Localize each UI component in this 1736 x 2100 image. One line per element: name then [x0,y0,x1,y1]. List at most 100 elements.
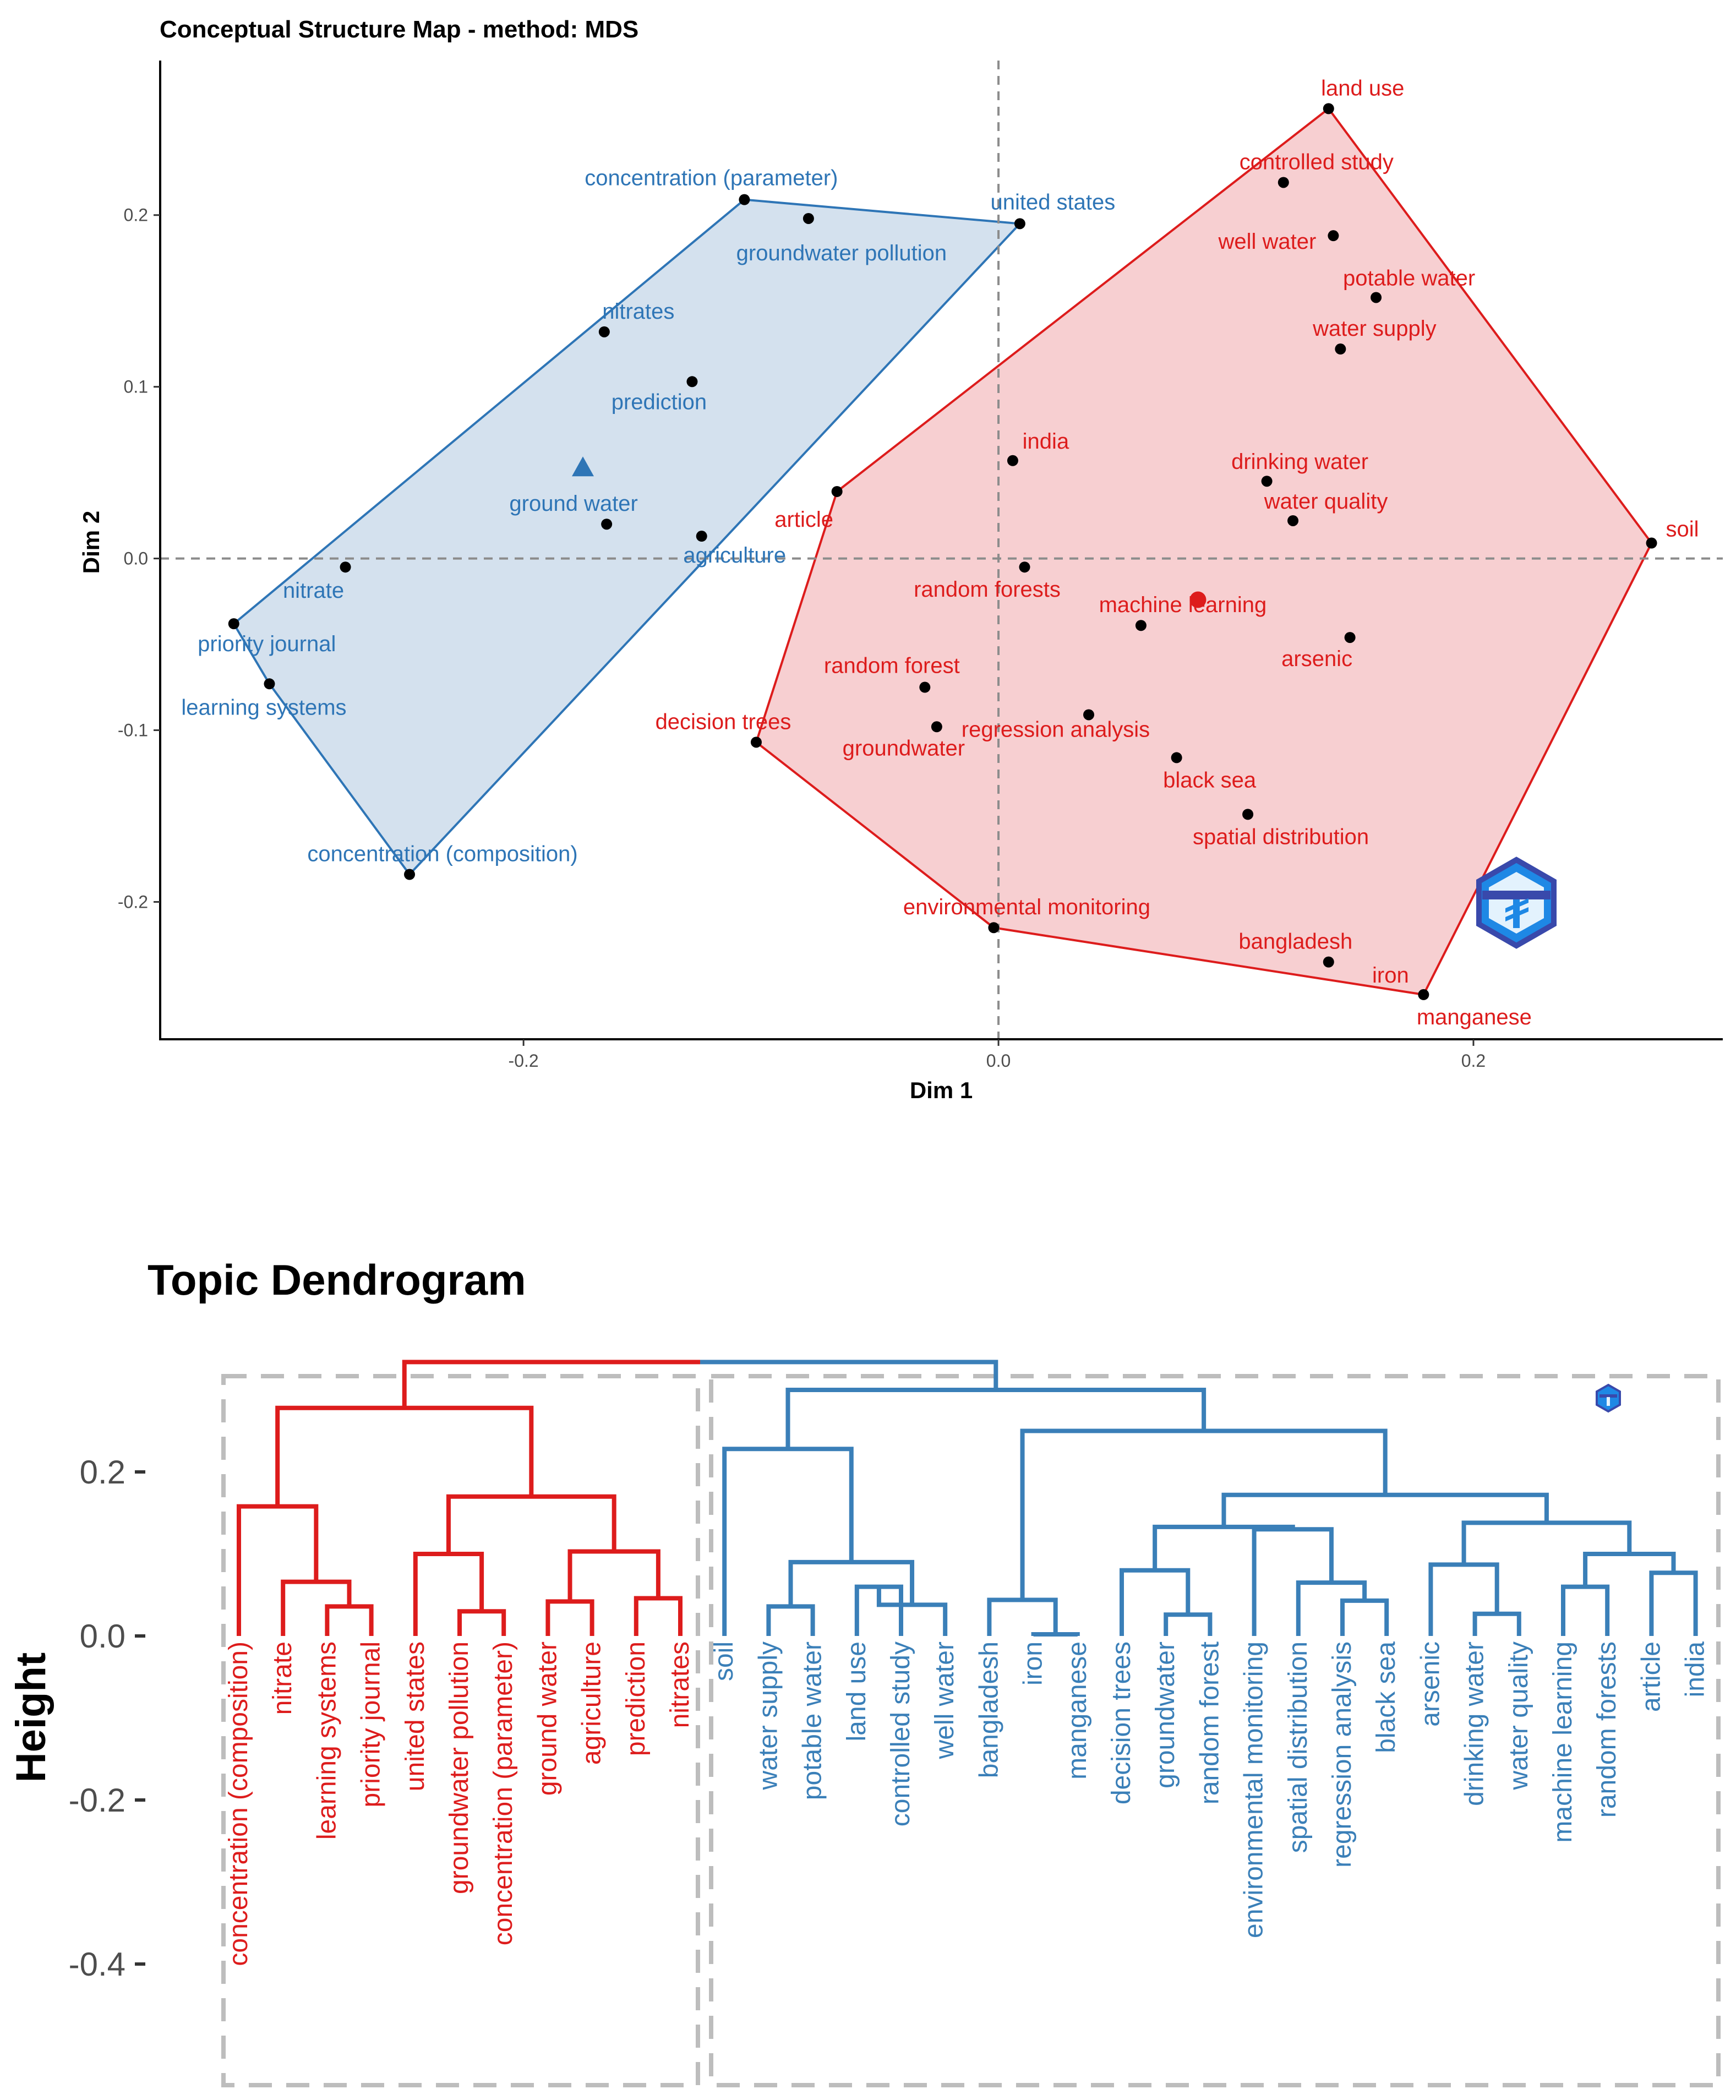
mds-label-soil: soil [1666,517,1699,542]
mds-label-controlled-study: controlled study [1240,150,1394,174]
mds-label-groundwater: groundwater [843,736,965,760]
mds-tick-labels: -0.2 0.0 0.2 0.2 0.1 0.0 -0.1 -0.2 [118,205,1486,1071]
mds-label-drinking-water: drinking water [1231,450,1368,474]
mds-point-ground-water [601,519,613,530]
mds-point-labels: concentration (parameter) groundwater pol… [181,76,1699,1029]
mds-point-united-states [1014,218,1025,230]
dendrogram-y-tick-label: 0.0 [80,1618,125,1655]
mds-label-random-forest: random forest [824,654,960,678]
dendrogram-leaf-article: article [1636,1641,1666,1712]
dendrogram-leaf-soil: soil [709,1641,739,1681]
dendrogram-leaf-agriculture: agriculture [577,1641,607,1765]
dendrogram-leaf-land-use: land use [842,1641,871,1741]
mds-y-tick-label: 0.1 [124,377,148,397]
mds-label-india: india [1023,429,1069,454]
mds-point-water-supply [1335,343,1346,355]
dendrogram-root-left [402,1360,701,1408]
dendrogram-leaf-manganese: manganese [1063,1641,1092,1780]
dendrogram-root-right [700,1360,998,1390]
bibliometrix-logo [1476,857,1557,949]
mds-label-iron: iron [1372,963,1409,988]
mds-label-learning-systems: learning systems [181,695,346,719]
dendrogram-y-tick-label: 0.2 [80,1454,125,1491]
dendrogram-leaf-well-water: well water [930,1641,959,1759]
mds-label-nitrates: nitrates [602,299,674,324]
mds-label-black-sea: black sea [1163,768,1257,792]
mds-point-potable-water [1371,292,1382,303]
dendrogram-title: Topic Dendrogram [148,1256,526,1304]
dendrogram-leaf-regression-analysis: regression analysis [1328,1641,1357,1868]
dendrogram-leaf-arsenic: arsenic [1416,1641,1445,1727]
mds-point-agriculture [696,531,707,542]
mds-label-ground-water: ground water [509,492,637,516]
mds-point-well-water [1328,230,1339,242]
dendrogram-leaf-random-forests: random forests [1592,1641,1622,1818]
dendrogram-leaf-groundwater-pollution: groundwater pollution [445,1641,474,1894]
mds-title: Conceptual Structure Map - method: MDS [160,16,638,43]
mds-label-water-supply: water supply [1312,317,1437,341]
mds-reference-lines [160,61,1723,1039]
dendrogram-leaf-machine-learning: machine learning [1548,1641,1577,1843]
dendrogram-leaf-ground-water: ground water [533,1641,562,1796]
mds-point-bangladesh [1323,956,1334,968]
mds-label-machine-learning: machine learning [1099,593,1267,617]
mds-label-decision-trees: decision trees [656,710,791,734]
mds-point-random-forest [919,681,931,693]
mds-label-regression-analysis: regression analysis [962,717,1150,741]
mds-hull-cluster-1 [232,198,1021,876]
mds-point-article [831,486,843,497]
mds-label-well-water: well water [1218,230,1316,254]
mds-point-groundwater [931,721,942,733]
mds-x-axis-title: Dim 1 [910,1077,973,1103]
dendrogram-leaf-concentration-parameter: concentration (parameter) [489,1641,518,1945]
dendrogram-y-tick-label: -0.2 [69,1782,125,1819]
mds-point-learning-systems [264,678,275,690]
dendrogram-box-cluster-2 [709,1374,1721,2087]
mds-label-united-states: united states [990,190,1115,214]
dendrogram-leaf-drinking-water: drinking water [1460,1641,1489,1806]
dendrogram-leaf-india: india [1681,1641,1710,1698]
bibliometrix-logo-small [1596,1383,1621,1413]
mds-label-priority-journal: priority journal [198,632,336,656]
dendrogram-leaf-groundwater: groundwater [1151,1641,1180,1788]
dendrogram-leaf-controlled-study: controlled study [886,1641,915,1826]
mds-label-water-quality: water quality [1264,489,1388,514]
mds-point-machine-learning [1135,620,1147,631]
dendrogram-leaf-bangladesh: bangladesh [974,1641,1003,1778]
dendrogram-leaf-spatial-distribution: spatial distribution [1284,1641,1313,1853]
mds-x-tick-label: -0.2 [509,1051,539,1071]
mds-label-agriculture: agriculture [683,543,786,568]
dendrogram-leaf-nitrate: nitrate [268,1641,297,1715]
dendrogram-leaf-nitrates: nitrates [665,1641,695,1728]
mds-point-nitrate [340,561,351,573]
dendrogram-leaf-environmental-monitoring: environmental monitoring [1240,1641,1269,1938]
mds-label-potable-water: potable water [1343,266,1475,290]
mds-point-land-use [1323,103,1334,114]
mds-point-concentration-parameter [739,194,750,205]
dendrogram-branches [237,1360,1698,1637]
mds-point-black-sea [1171,752,1182,763]
mds-y-tick-label: -0.1 [118,721,148,740]
mds-label-prediction: prediction [612,390,707,414]
dendrogram-leaf-decision-trees: decision trees [1107,1641,1136,1804]
mds-label-concentration-composition: concentration (composition) [307,842,577,866]
mds-point-nitrates [598,326,610,337]
mds-y-tick-label: 0.2 [124,205,148,225]
dendrogram-leaf-priority-journal: priority journal [357,1641,386,1807]
mds-centroid-cluster-1 [571,456,594,477]
mds-point-environmental-monitoring [988,922,1000,934]
dendrogram-leaf-black-sea: black sea [1372,1641,1401,1753]
mds-y-axis-title: Dim 2 [78,511,104,574]
mds-panel: Conceptual Structure Map - method: MDS -… [78,16,1723,1103]
dendrogram-box-cluster-1 [221,1374,700,2087]
mds-label-arsenic: arsenic [1281,647,1352,671]
dendrogram-leaf-learning-systems: learning systems [312,1641,341,1840]
mds-point-controlled-study [1278,177,1289,188]
mds-point-concentration-composition [404,869,416,880]
mds-label-nitrate: nitrate [283,579,344,603]
mds-point-arsenic [1344,632,1356,643]
dendrogram-panel: Topic Dendrogram concentration (composit… [8,1256,1721,2087]
mds-point-drinking-water [1261,476,1273,487]
mds-label-bangladesh: bangladesh [1238,930,1352,954]
mds-centroids [571,456,1207,608]
